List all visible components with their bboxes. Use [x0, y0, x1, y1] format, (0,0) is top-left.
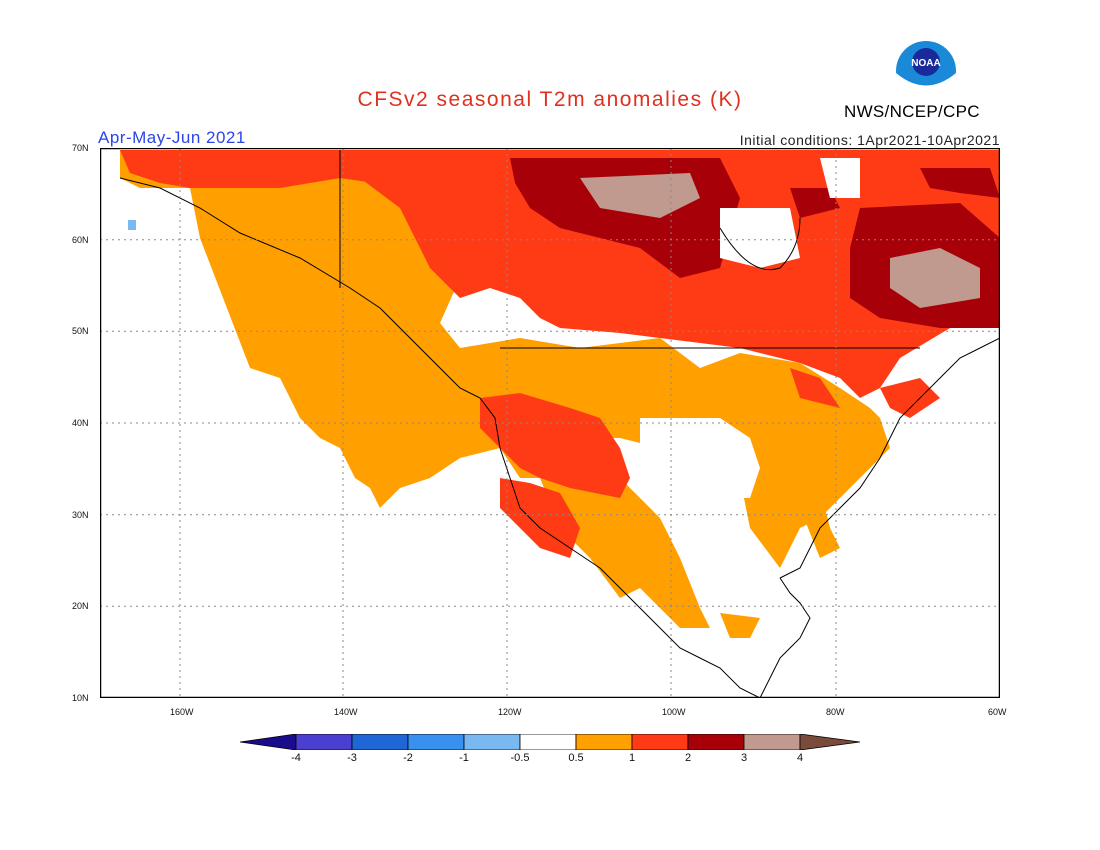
colorbar-label: 3	[740, 752, 748, 764]
colorbar-label: -2	[403, 752, 413, 764]
noaa-logo-text: NOAA	[911, 58, 940, 69]
anomaly-band-3-to-4	[580, 173, 980, 308]
colorbar-seg	[463, 734, 521, 750]
colorbar-label: -0.5	[510, 752, 530, 764]
colorbar-label: 2	[684, 752, 692, 764]
colorbar-seg	[743, 734, 801, 750]
colorbar-label: -3	[347, 752, 357, 764]
gridlines	[100, 148, 1000, 698]
lat-label: 70N	[72, 143, 89, 153]
forecast-period: Apr-May-Jun 2021	[98, 128, 246, 147]
lon-label: 140W	[334, 707, 358, 717]
colorbar-label: 0.5	[568, 752, 584, 764]
colorbar-seg	[407, 734, 465, 750]
lat-label: 40N	[72, 418, 89, 428]
anomaly-band-neg-0-5-to-1	[128, 220, 136, 230]
lon-label: 60W	[988, 707, 1007, 717]
lon-label: 80W	[826, 707, 845, 717]
lat-label: 20N	[72, 601, 89, 611]
colorbar	[240, 734, 860, 750]
colorbar-seg	[687, 734, 745, 750]
colorbar-seg	[519, 734, 577, 750]
neutral-areas	[640, 158, 860, 498]
colorbar-label: -4	[291, 752, 301, 764]
colorbar-seg-gt-4	[799, 734, 860, 750]
agency-label: NWS/NCEP/CPC	[844, 102, 980, 121]
anomaly-map	[100, 148, 1000, 698]
colorbar-seg	[351, 734, 409, 750]
lon-label: 120W	[498, 707, 522, 717]
lat-label: 50N	[72, 326, 89, 336]
map-title: CFSv2 seasonal T2m anomalies (K)	[357, 88, 743, 111]
colorbar-label: 1	[628, 752, 636, 764]
lon-label: 100W	[662, 707, 686, 717]
colorbar-seg-lt-neg4	[240, 734, 297, 750]
colorbar-label: -1	[459, 752, 469, 764]
lat-label: 10N	[72, 693, 89, 703]
lat-label: 30N	[72, 510, 89, 520]
colorbar-label: 4	[796, 752, 804, 764]
lon-label: 160W	[170, 707, 194, 717]
initial-conditions: Initial conditions: 1Apr2021-10Apr2021	[739, 132, 1000, 148]
noaa-logo: NOAA	[896, 41, 956, 102]
colorbar-seg	[575, 734, 633, 750]
coastlines	[119, 150, 1000, 698]
colorbar-seg	[295, 734, 353, 750]
lat-label: 60N	[72, 235, 89, 245]
colorbar-seg	[631, 734, 689, 750]
